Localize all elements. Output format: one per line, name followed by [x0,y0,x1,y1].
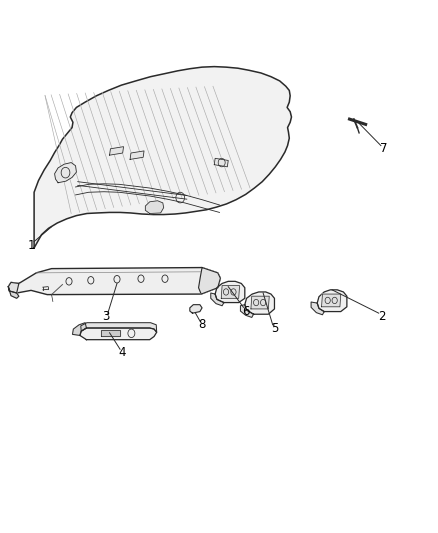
Polygon shape [240,305,253,317]
Polygon shape [101,330,120,336]
Text: 2: 2 [377,310,385,323]
Text: 3: 3 [102,310,110,324]
Text: 7: 7 [379,142,386,155]
Polygon shape [34,67,291,248]
Text: 1: 1 [27,239,35,252]
Polygon shape [54,163,76,183]
Text: 8: 8 [198,318,205,332]
Polygon shape [214,158,228,167]
Text: 4: 4 [118,346,125,359]
Polygon shape [317,290,346,312]
Polygon shape [215,281,244,303]
Polygon shape [221,286,239,298]
Polygon shape [8,282,19,293]
Text: 5: 5 [270,322,278,335]
Polygon shape [8,268,220,295]
Polygon shape [311,302,323,315]
Polygon shape [210,293,223,306]
Polygon shape [80,328,156,340]
Polygon shape [198,268,220,294]
Polygon shape [321,294,340,307]
Polygon shape [8,287,19,298]
Polygon shape [244,292,274,314]
Polygon shape [251,296,268,309]
Polygon shape [72,322,86,335]
Polygon shape [145,201,163,214]
Polygon shape [130,151,144,159]
Polygon shape [81,322,156,332]
Polygon shape [110,147,123,155]
Polygon shape [189,305,201,313]
Text: 6: 6 [241,304,249,318]
